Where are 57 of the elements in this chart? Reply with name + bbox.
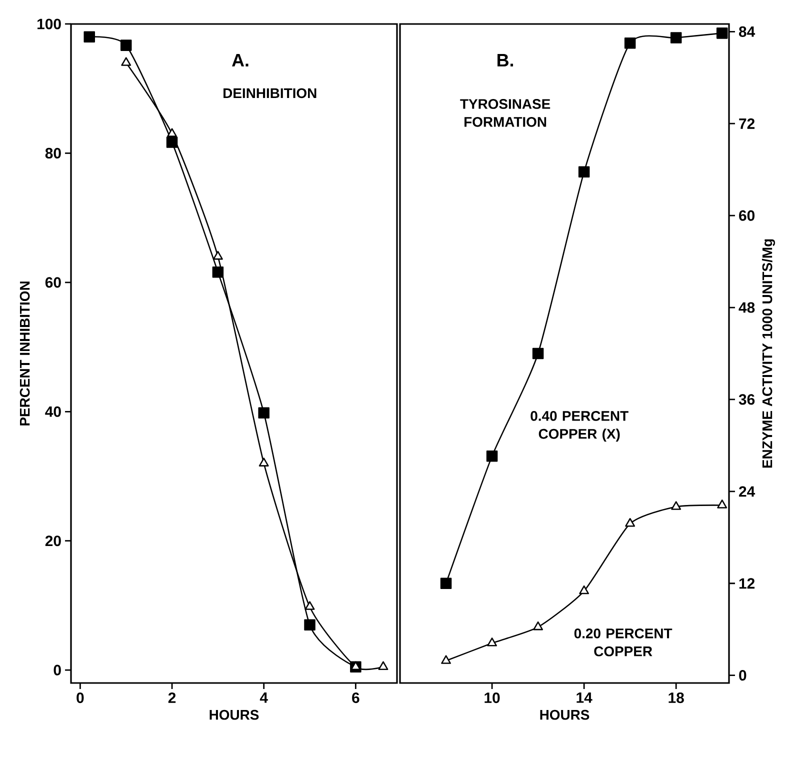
series-label: 0.40 PERCENT COPPER (X)	[530, 411, 628, 442]
point	[378, 661, 388, 670]
point	[579, 585, 590, 594]
point	[486, 450, 498, 462]
point	[258, 407, 270, 419]
annotation: TYROSINASE FORMATION	[460, 99, 550, 127]
y2-tick-label: 84	[738, 26, 756, 37]
y2-tick-label: 48	[738, 302, 755, 313]
annotation: A.	[232, 54, 248, 66]
annotation: B.	[498, 54, 514, 66]
y2-tick-label: 60	[739, 210, 755, 221]
x-tick-label: 14	[576, 692, 592, 703]
y2-tick-label: 36	[738, 394, 755, 405]
y2-tick-label: 24	[739, 486, 756, 497]
point	[716, 28, 728, 39]
point	[304, 619, 316, 630]
x-tick-label: 0	[76, 692, 84, 704]
point	[440, 578, 452, 590]
y-tick-label: 0	[54, 664, 61, 676]
y-tick-label: 60	[45, 277, 61, 288]
annotation: DEINHIBITION	[224, 88, 316, 98]
y2-tick-label: 0	[739, 670, 746, 681]
point	[624, 38, 636, 49]
point	[487, 638, 497, 646]
point	[533, 621, 544, 630]
x-tick-label: 18	[668, 692, 684, 704]
y2-tick-label: 12	[739, 578, 755, 589]
point	[532, 348, 544, 360]
point	[121, 57, 132, 66]
y-tick-label: 40	[45, 406, 61, 417]
point	[304, 601, 315, 610]
x-tick-label: 2	[168, 692, 176, 703]
y2-tick-label: 72	[739, 118, 755, 129]
x-tick-label: 6	[352, 692, 360, 704]
point	[258, 458, 269, 466]
y2-axis-title: ENZYME ACTIVITY 1000 UNITS/Mg	[762, 239, 776, 468]
point	[717, 500, 728, 508]
point	[167, 128, 177, 137]
point	[671, 501, 682, 510]
y-tick-label: 20	[45, 536, 61, 546]
point	[166, 136, 178, 148]
point	[670, 32, 682, 44]
y-tick-label: 100	[38, 18, 61, 30]
point	[625, 518, 636, 527]
series-label: 0.20 PERCENT COPPER	[574, 628, 672, 656]
point	[120, 40, 132, 51]
x-axis-title: HOURS	[210, 710, 259, 720]
point	[212, 250, 223, 260]
point	[84, 31, 95, 43]
x-tick-label: 10	[484, 692, 500, 704]
point	[441, 655, 451, 664]
y-tick-label: 80	[45, 148, 61, 158]
x-tick-label: 4	[260, 692, 268, 703]
y-axis-title: PERCENT INHIBITION	[20, 282, 30, 426]
x-axis-title: HOURS	[540, 710, 590, 720]
point	[212, 266, 224, 278]
point	[578, 166, 590, 178]
